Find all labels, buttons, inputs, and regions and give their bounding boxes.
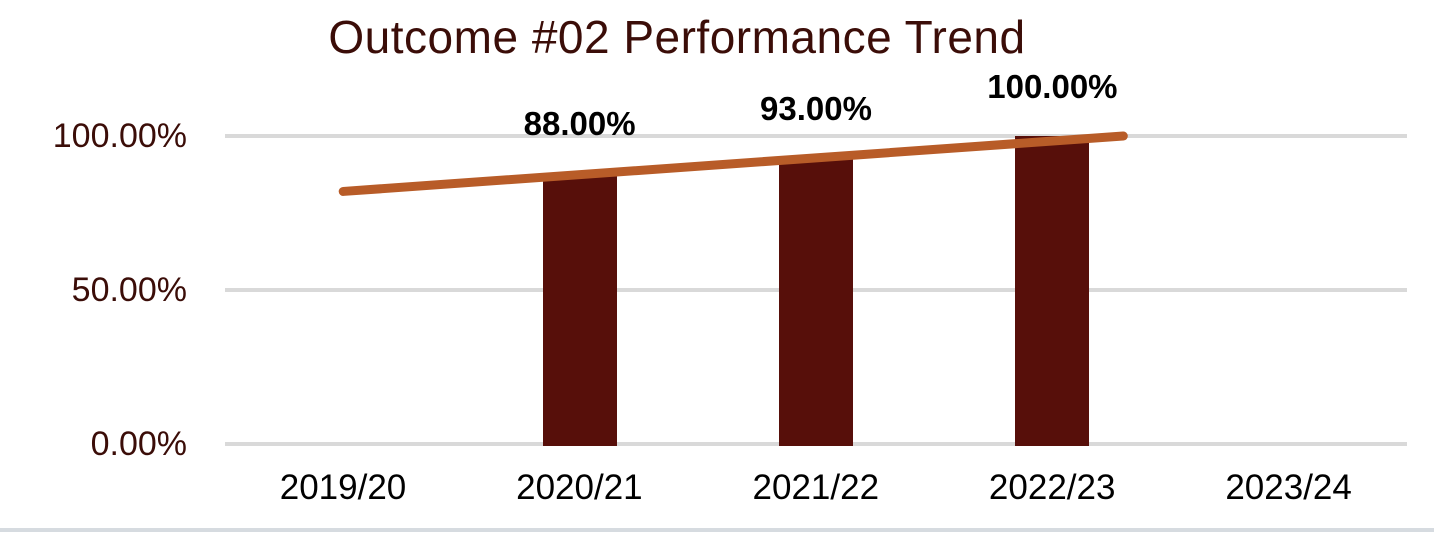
bar-2021/22 (779, 157, 853, 446)
chart-title: Outcome #02 Performance Trend (328, 11, 1026, 63)
bar-2022/23 (1015, 136, 1090, 446)
bar-2020/21 (542, 172, 617, 446)
x-tick-label: 2023/24 (1225, 468, 1352, 507)
bar-data-label: 93.00% (760, 89, 872, 127)
y-tick-label: 100.00% (52, 117, 187, 155)
y-tick-label: 50.00% (71, 271, 187, 309)
x-tick-label: 2019/20 (279, 468, 407, 507)
x-tick-label: 2021/22 (752, 468, 880, 507)
x-tick-label: 2022/23 (988, 468, 1116, 507)
bar-data-label: 88.00% (523, 104, 636, 142)
x-tick-label: 2020/21 (516, 468, 643, 507)
y-tick-label: 0.00% (90, 425, 187, 463)
trendline (338, 131, 1128, 196)
gridline (225, 134, 1407, 138)
bar-data-label: 100.00% (987, 68, 1118, 105)
bottom-border-line (0, 528, 1434, 532)
